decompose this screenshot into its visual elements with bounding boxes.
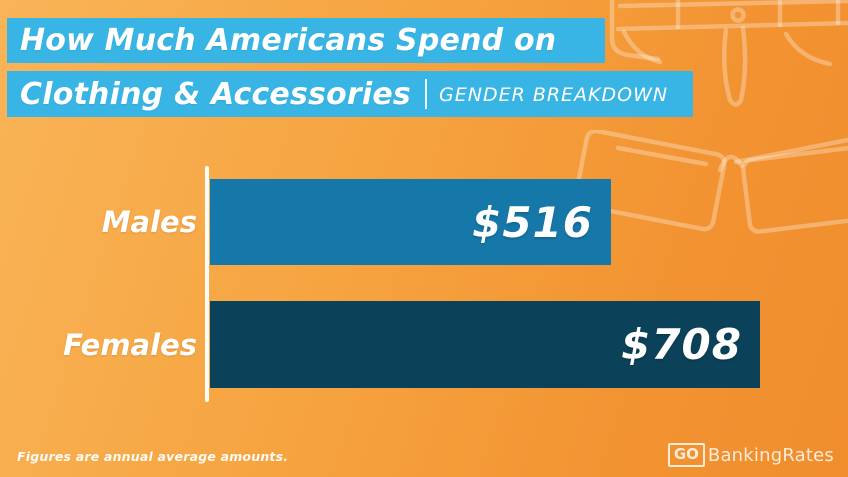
title-banner-line2: Clothing & Accessories GENDER BREAKDOWN xyxy=(7,71,693,117)
bar-row: Females $708 xyxy=(0,301,848,388)
category-label-females: Females xyxy=(63,327,197,362)
logo-go-box: GO xyxy=(667,443,705,467)
category-label-males: Males xyxy=(101,205,197,239)
title-banner-line1: How Much Americans Spend on xyxy=(7,18,605,63)
logo-text: BankingRates xyxy=(707,444,834,466)
bar-row: Males $516 xyxy=(0,179,848,265)
page-title-line1: How Much Americans Spend on xyxy=(20,23,557,58)
bar-value-males: $516 xyxy=(472,197,593,247)
page-subtitle: GENDER BREAKDOWN xyxy=(439,84,669,106)
title-separator xyxy=(425,79,427,109)
bar: $516 xyxy=(210,179,611,265)
chart-axis-line xyxy=(205,166,209,402)
bar-value-females: $708 xyxy=(621,320,742,369)
gobankingrates-logo: GO BankingRates xyxy=(667,443,834,467)
footnote: Figures are annual average amounts. xyxy=(17,449,289,464)
bar: $708 xyxy=(210,301,760,388)
page-title-line2: Clothing & Accessories xyxy=(20,76,411,112)
